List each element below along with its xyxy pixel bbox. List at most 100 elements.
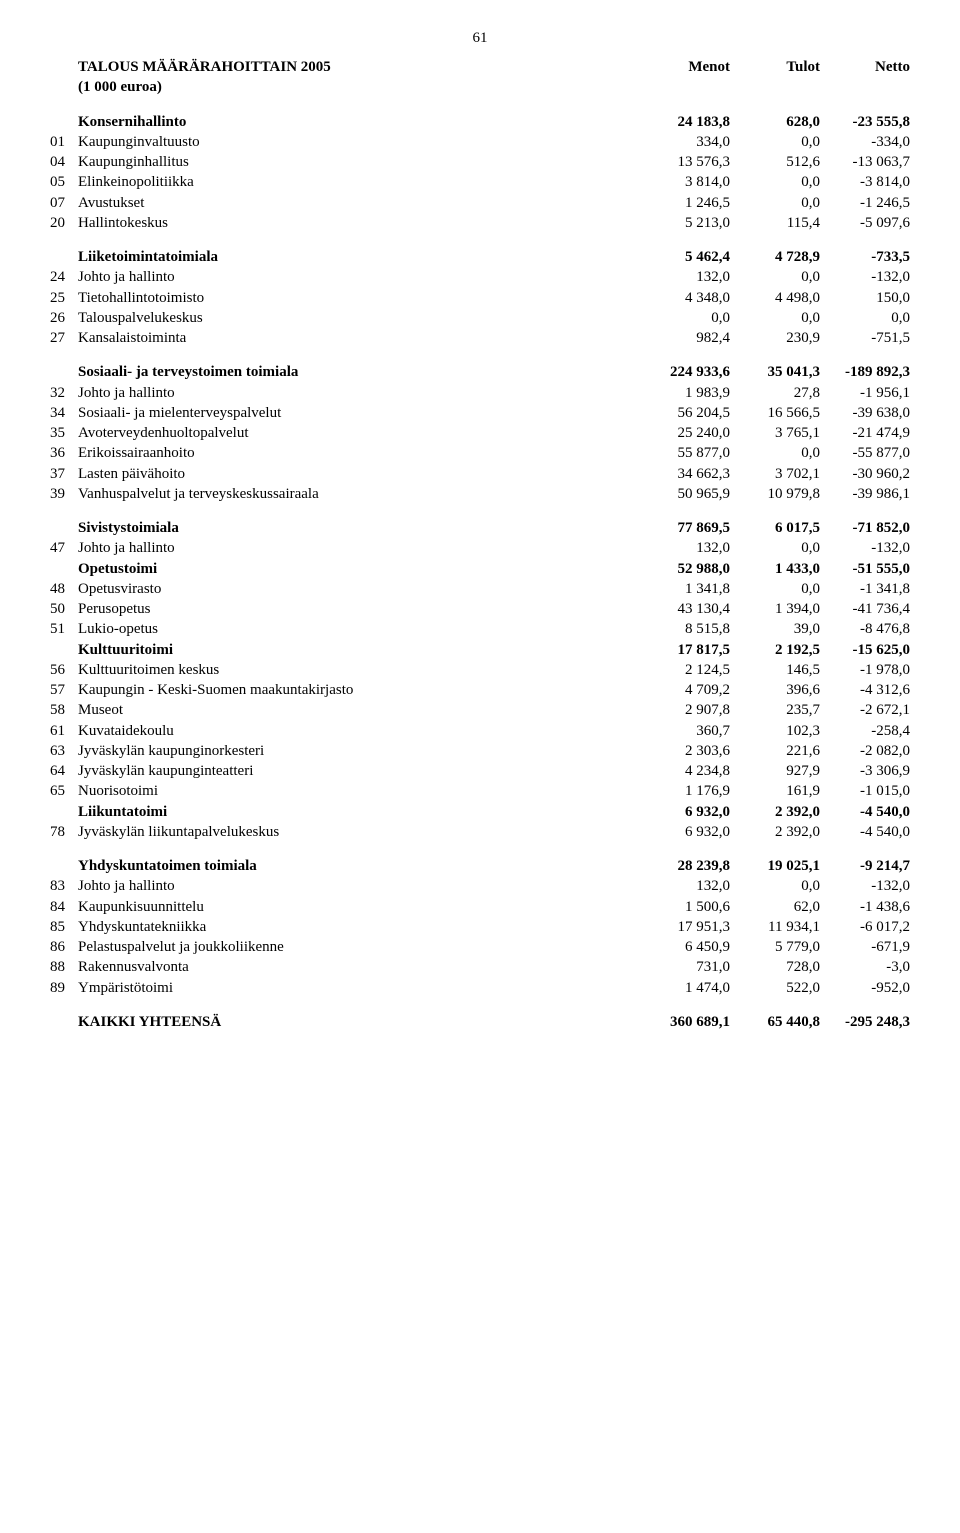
row-v3: -4 540,0: [820, 802, 910, 822]
row-label: Kulttuuritoimen keskus: [78, 660, 640, 680]
row-v1: 1 500,6: [640, 897, 730, 917]
row-v1: 3 814,0: [640, 172, 730, 192]
row-v1: 43 130,4: [640, 599, 730, 619]
row-v2: 235,7: [730, 700, 820, 720]
row-v2: 115,4: [730, 213, 820, 233]
row-v2: 230,9: [730, 328, 820, 348]
row-v3: -1 978,0: [820, 660, 910, 680]
row-code: 34: [50, 403, 78, 423]
row-v2: 27,8: [730, 383, 820, 403]
row-v1: 1 474,0: [640, 978, 730, 998]
row-code: 48: [50, 579, 78, 599]
total-label: KAIKKI YHTEENSÄ: [78, 1012, 640, 1032]
row-label: Jyväskylän liikuntapalvelukeskus: [78, 822, 640, 842]
row-v3: -733,5: [820, 247, 910, 267]
row-label: Johto ja hallinto: [78, 538, 640, 558]
table-row: 83Johto ja hallinto132,00,0-132,0: [50, 876, 910, 896]
total-v1: 360 689,1: [640, 1012, 730, 1032]
row-v1: 17 951,3: [640, 917, 730, 937]
row-code: 78: [50, 822, 78, 842]
row-label: Avoterveydenhuoltopalvelut: [78, 423, 640, 443]
row-code: 58: [50, 700, 78, 720]
section-title-row: Opetustoimi52 988,01 433,0-51 555,0: [50, 559, 910, 579]
row-v1: 132,0: [640, 267, 730, 287]
row-v1: 28 239,8: [640, 856, 730, 876]
row-v2: 927,9: [730, 761, 820, 781]
row-v1: 132,0: [640, 876, 730, 896]
row-label: Liikuntatoimi: [78, 802, 640, 822]
total-row: KAIKKI YHTEENSÄ 360 689,1 65 440,8 -295 …: [50, 1012, 910, 1032]
row-v1: 1 246,5: [640, 193, 730, 213]
row-v3: -4 312,6: [820, 680, 910, 700]
row-v1: 55 877,0: [640, 443, 730, 463]
row-code: 24: [50, 267, 78, 287]
row-code: 37: [50, 464, 78, 484]
table-row: 04Kaupunginhallitus13 576,3512,6-13 063,…: [50, 152, 910, 172]
row-label: Yhdyskuntatoimen toimiala: [78, 856, 640, 876]
row-code: 88: [50, 957, 78, 977]
table-row: 64Jyväskylän kaupunginteatteri4 234,8927…: [50, 761, 910, 781]
row-label: Kansalaistoiminta: [78, 328, 640, 348]
row-v1: 360,7: [640, 721, 730, 741]
row-label: Hallintokeskus: [78, 213, 640, 233]
row-code: 89: [50, 978, 78, 998]
table-row: 84Kaupunkisuunnittelu1 500,662,0-1 438,6: [50, 897, 910, 917]
row-label: Opetustoimi: [78, 559, 640, 579]
row-label: Nuorisotoimi: [78, 781, 640, 801]
row-v3: -1 341,8: [820, 579, 910, 599]
row-code: 57: [50, 680, 78, 700]
row-v3: -13 063,7: [820, 152, 910, 172]
row-v3: -15 625,0: [820, 640, 910, 660]
row-label: Kaupungin - Keski-Suomen maakuntakirjast…: [78, 680, 640, 700]
row-v2: 161,9: [730, 781, 820, 801]
row-v1: 2 303,6: [640, 741, 730, 761]
row-v1: 17 817,5: [640, 640, 730, 660]
row-v2: 39,0: [730, 619, 820, 639]
row-code: 35: [50, 423, 78, 443]
table-row: 47Johto ja hallinto132,00,0-132,0: [50, 538, 910, 558]
row-v2: 4 728,9: [730, 247, 820, 267]
table-row: 50Perusopetus43 130,41 394,0-41 736,4: [50, 599, 910, 619]
row-v2: 0,0: [730, 267, 820, 287]
table-row: 51Lukio-opetus8 515,839,0-8 476,8: [50, 619, 910, 639]
row-v3: -41 736,4: [820, 599, 910, 619]
row-v2: 10 979,8: [730, 484, 820, 504]
table-row: 48Opetusvirasto1 341,80,0-1 341,8: [50, 579, 910, 599]
row-code: 07: [50, 193, 78, 213]
row-v2: 628,0: [730, 112, 820, 132]
row-v3: 150,0: [820, 288, 910, 308]
row-label: Kaupunginhallitus: [78, 152, 640, 172]
total-v3: -295 248,3: [820, 1012, 910, 1032]
row-label: Kuvataidekoulu: [78, 721, 640, 741]
table-row: 88Rakennusvalvonta731,0728,0-3,0: [50, 957, 910, 977]
row-v2: 146,5: [730, 660, 820, 680]
row-v3: -132,0: [820, 876, 910, 896]
row-v2: 728,0: [730, 957, 820, 977]
row-v3: -39 986,1: [820, 484, 910, 504]
table-row: 20Hallintokeskus5 213,0115,4-5 097,6: [50, 213, 910, 233]
table-row: 56Kulttuuritoimen keskus2 124,5146,5-1 9…: [50, 660, 910, 680]
row-label: Johto ja hallinto: [78, 383, 640, 403]
row-v2: 35 041,3: [730, 362, 820, 382]
row-v1: 1 341,8: [640, 579, 730, 599]
row-v3: -8 476,8: [820, 619, 910, 639]
table-row: 26Talouspalvelukeskus0,00,00,0: [50, 308, 910, 328]
row-v2: 19 025,1: [730, 856, 820, 876]
row-v1: 132,0: [640, 538, 730, 558]
row-v1: 224 933,6: [640, 362, 730, 382]
row-v3: -2 672,1: [820, 700, 910, 720]
row-v1: 25 240,0: [640, 423, 730, 443]
row-v3: -55 877,0: [820, 443, 910, 463]
table-row: 39Vanhuspalvelut ja terveyskeskussairaal…: [50, 484, 910, 504]
row-v3: -952,0: [820, 978, 910, 998]
row-v2: 16 566,5: [730, 403, 820, 423]
row-label: Jyväskylän kaupunginteatteri: [78, 761, 640, 781]
total-v2: 65 440,8: [730, 1012, 820, 1032]
row-v3: 0,0: [820, 308, 910, 328]
row-label: Jyväskylän kaupunginorkesteri: [78, 741, 640, 761]
row-label: Erikoissairaanhoito: [78, 443, 640, 463]
table-row: 65Nuorisotoimi1 176,9161,9-1 015,0: [50, 781, 910, 801]
row-v3: -3,0: [820, 957, 910, 977]
row-v2: 102,3: [730, 721, 820, 741]
row-v2: 0,0: [730, 443, 820, 463]
